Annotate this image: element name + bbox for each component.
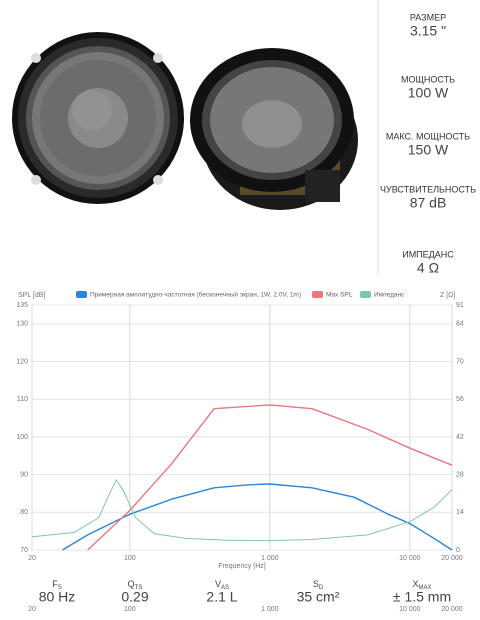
x-tick-label: 10 000 — [399, 555, 421, 562]
spec-label: МОЩНОСТЬ — [401, 74, 455, 84]
symbol: Q — [128, 579, 135, 589]
spec-label: ЧУВСТВИТЕЛЬНОСТЬ — [380, 184, 476, 194]
series-line — [31, 479, 453, 542]
param-symbol: VAS — [215, 579, 229, 590]
legend-label: Max SPL — [326, 292, 353, 299]
symbol: F — [52, 579, 58, 589]
param-symbol: XMAX — [412, 579, 431, 590]
y-tick-label: 100 — [16, 434, 28, 441]
slider-tick-label: 10 000 — [399, 606, 421, 613]
y-tick-label: 110 — [17, 396, 28, 403]
param-symbol: QTS — [128, 579, 143, 590]
slider-tick-label: 20 — [28, 606, 36, 613]
legend-swatch — [76, 291, 87, 298]
x-tick-label: 20 000 — [441, 555, 463, 562]
param-value: 2.1 L — [206, 589, 237, 605]
spec-label: ИМПЕДАНС — [402, 249, 454, 259]
symbol: S — [313, 579, 319, 589]
legend-swatch — [312, 291, 323, 298]
param-value: ± 1.5 mm — [393, 589, 451, 605]
series-line — [62, 483, 453, 551]
y2-tick-label: 14 — [456, 509, 464, 516]
spec-value: 4 Ω — [417, 260, 439, 276]
symbol: X — [412, 579, 418, 589]
param-value: 80 Hz — [39, 589, 76, 605]
subscript: MAX — [419, 585, 432, 591]
y2-tick-label: 70 — [456, 358, 464, 365]
param-symbol: SD — [313, 579, 324, 590]
slider-tick-label: 100 — [124, 606, 136, 613]
y2-tick-label: 0 — [456, 547, 460, 554]
subscript: TS — [135, 585, 143, 591]
speaker-angle — [190, 48, 358, 210]
spec-value: 100 W — [408, 85, 449, 101]
y2-tick-label: 28 — [456, 471, 464, 478]
spec-label: РАЗМЕР — [410, 12, 446, 22]
subscript: AS — [221, 585, 229, 591]
subscript: D — [319, 585, 324, 591]
series-line — [87, 404, 453, 551]
subscript: S — [58, 585, 62, 591]
legend-swatch — [360, 291, 371, 298]
slider-tick-label: 20 000 — [441, 606, 463, 613]
y-tick-label: 135 — [16, 302, 28, 309]
legend-label: Примерная амплитудно-частотная (бесконеч… — [90, 291, 301, 299]
param-symbol: FS — [52, 579, 62, 590]
x-tick-label: 1 000 — [261, 555, 279, 562]
y2-tick-label: 84 — [456, 321, 464, 328]
spec-label: МАКС. МОЩНОСТЬ — [386, 131, 470, 141]
y-tick-label: 130 — [16, 321, 28, 328]
x-tick-label: 20 — [28, 555, 36, 562]
y-tick-label: 90 — [20, 471, 28, 478]
x-tick-label: 100 — [124, 555, 136, 562]
spec-value: 87 dB — [410, 195, 447, 211]
y-tick-label: 120 — [16, 358, 28, 365]
spec-value: 150 W — [408, 142, 449, 158]
speaker-front — [12, 32, 184, 204]
y2-axis-label: Z [Ω] — [440, 292, 455, 299]
slider-tick-label: 1 000 — [261, 606, 279, 613]
y2-tick-label: 56 — [456, 396, 464, 403]
y-tick-label: 70 — [20, 547, 28, 554]
param-value: 0.29 — [121, 589, 148, 605]
y-axis-label: SPL [dB] — [18, 292, 45, 299]
y-tick-label: 80 — [20, 509, 28, 516]
y2-tick-label: 91 — [456, 302, 464, 309]
plot-area — [31, 304, 453, 551]
symbol: V — [215, 579, 221, 589]
spec-value: 3.15 " — [410, 23, 446, 39]
y2-tick-label: 42 — [456, 434, 464, 441]
x-axis-label: Frequency [Hz] — [218, 563, 266, 570]
legend-label: Импеданс — [374, 292, 405, 299]
param-value: 35 cm² — [297, 589, 340, 605]
